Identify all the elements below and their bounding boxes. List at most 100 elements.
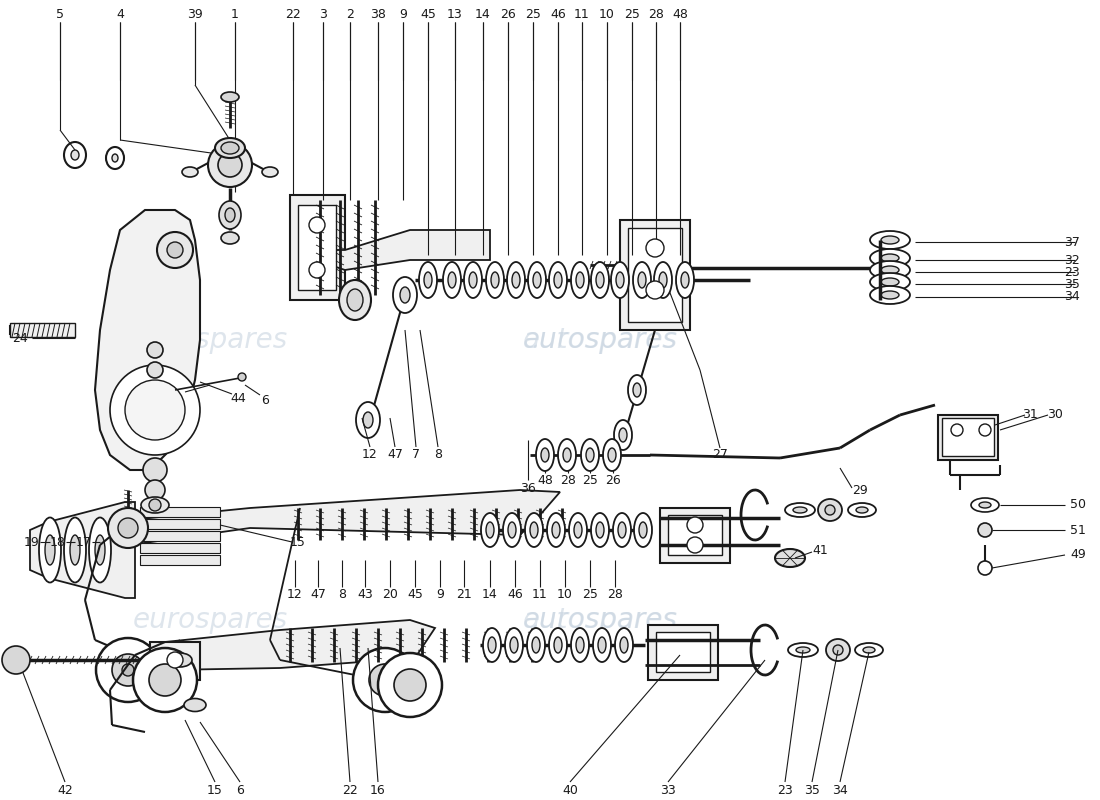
Text: 23: 23: [1065, 266, 1080, 278]
Text: 11: 11: [574, 9, 590, 22]
Text: 6: 6: [261, 394, 268, 406]
Text: 30: 30: [1047, 409, 1063, 422]
Ellipse shape: [448, 272, 456, 288]
Bar: [628, 228, 682, 322]
Ellipse shape: [464, 262, 482, 298]
Text: 37: 37: [1064, 235, 1080, 249]
Ellipse shape: [788, 643, 818, 657]
Text: 47: 47: [310, 589, 326, 602]
Bar: [648, 625, 718, 680]
Ellipse shape: [639, 522, 647, 538]
Ellipse shape: [776, 549, 805, 567]
Text: 25: 25: [582, 474, 598, 486]
Ellipse shape: [112, 154, 118, 162]
Text: 3: 3: [319, 9, 327, 22]
Text: 15: 15: [207, 783, 223, 797]
Text: 2: 2: [346, 9, 354, 22]
Text: 36: 36: [520, 482, 536, 494]
Ellipse shape: [598, 637, 606, 653]
Ellipse shape: [881, 254, 899, 262]
Text: 34: 34: [1065, 290, 1080, 303]
Text: 39: 39: [187, 9, 202, 22]
Ellipse shape: [534, 272, 541, 288]
Ellipse shape: [400, 287, 410, 303]
Ellipse shape: [510, 637, 518, 653]
Text: 20: 20: [382, 589, 398, 602]
Ellipse shape: [628, 375, 646, 405]
Bar: [660, 508, 730, 563]
Circle shape: [978, 561, 992, 575]
Ellipse shape: [870, 249, 910, 267]
Circle shape: [118, 518, 138, 538]
Ellipse shape: [536, 439, 554, 471]
Text: 51: 51: [1070, 523, 1086, 537]
Text: 1: 1: [231, 9, 239, 22]
Bar: [150, 642, 200, 680]
Circle shape: [148, 664, 182, 696]
Circle shape: [394, 669, 426, 701]
Ellipse shape: [614, 420, 632, 450]
Ellipse shape: [596, 272, 604, 288]
Ellipse shape: [528, 262, 546, 298]
Ellipse shape: [505, 628, 522, 662]
Text: 32: 32: [1065, 254, 1080, 266]
Ellipse shape: [870, 261, 910, 279]
Circle shape: [208, 143, 252, 187]
Ellipse shape: [581, 439, 600, 471]
Text: 50: 50: [1070, 498, 1086, 511]
Text: autospares: autospares: [522, 606, 678, 634]
Circle shape: [353, 648, 417, 712]
Ellipse shape: [659, 272, 667, 288]
Ellipse shape: [608, 448, 616, 462]
Ellipse shape: [848, 503, 876, 517]
Ellipse shape: [512, 272, 520, 288]
Circle shape: [952, 424, 962, 436]
Ellipse shape: [419, 262, 437, 298]
Text: 28: 28: [648, 9, 664, 22]
Text: eurospares: eurospares: [132, 606, 287, 634]
Text: 25: 25: [582, 589, 598, 602]
Text: 9: 9: [436, 589, 444, 602]
Text: 25: 25: [525, 9, 541, 22]
Text: 43: 43: [358, 589, 373, 602]
Ellipse shape: [95, 535, 104, 565]
Text: 5: 5: [56, 9, 64, 22]
Circle shape: [167, 242, 183, 258]
Circle shape: [379, 674, 390, 686]
Text: 41: 41: [812, 543, 828, 557]
Text: 34: 34: [832, 783, 848, 797]
Text: 15: 15: [290, 535, 306, 549]
Ellipse shape: [491, 272, 499, 288]
Circle shape: [2, 646, 30, 674]
Ellipse shape: [971, 498, 999, 512]
Bar: [656, 632, 710, 672]
Text: 42: 42: [57, 783, 73, 797]
Ellipse shape: [481, 513, 499, 547]
Ellipse shape: [870, 286, 910, 304]
Ellipse shape: [168, 653, 192, 667]
Text: 29: 29: [852, 483, 868, 497]
Ellipse shape: [558, 439, 576, 471]
Circle shape: [125, 380, 185, 440]
Bar: [620, 220, 690, 330]
Text: 28: 28: [560, 474, 576, 486]
Text: 17: 17: [76, 535, 92, 549]
Text: 10: 10: [600, 9, 615, 22]
Text: 22: 22: [342, 783, 358, 797]
Text: 8: 8: [338, 589, 346, 602]
Ellipse shape: [39, 518, 60, 582]
Text: eurospares: eurospares: [522, 606, 678, 634]
Ellipse shape: [106, 147, 124, 169]
Text: autospares: autospares: [522, 326, 678, 354]
Ellipse shape: [979, 502, 991, 508]
Circle shape: [147, 342, 163, 358]
Ellipse shape: [549, 628, 566, 662]
Ellipse shape: [619, 428, 627, 442]
Circle shape: [112, 654, 144, 686]
Ellipse shape: [870, 231, 910, 249]
Ellipse shape: [676, 262, 694, 298]
Circle shape: [96, 638, 160, 702]
Circle shape: [147, 362, 163, 378]
Ellipse shape: [596, 522, 604, 538]
Ellipse shape: [221, 92, 239, 102]
